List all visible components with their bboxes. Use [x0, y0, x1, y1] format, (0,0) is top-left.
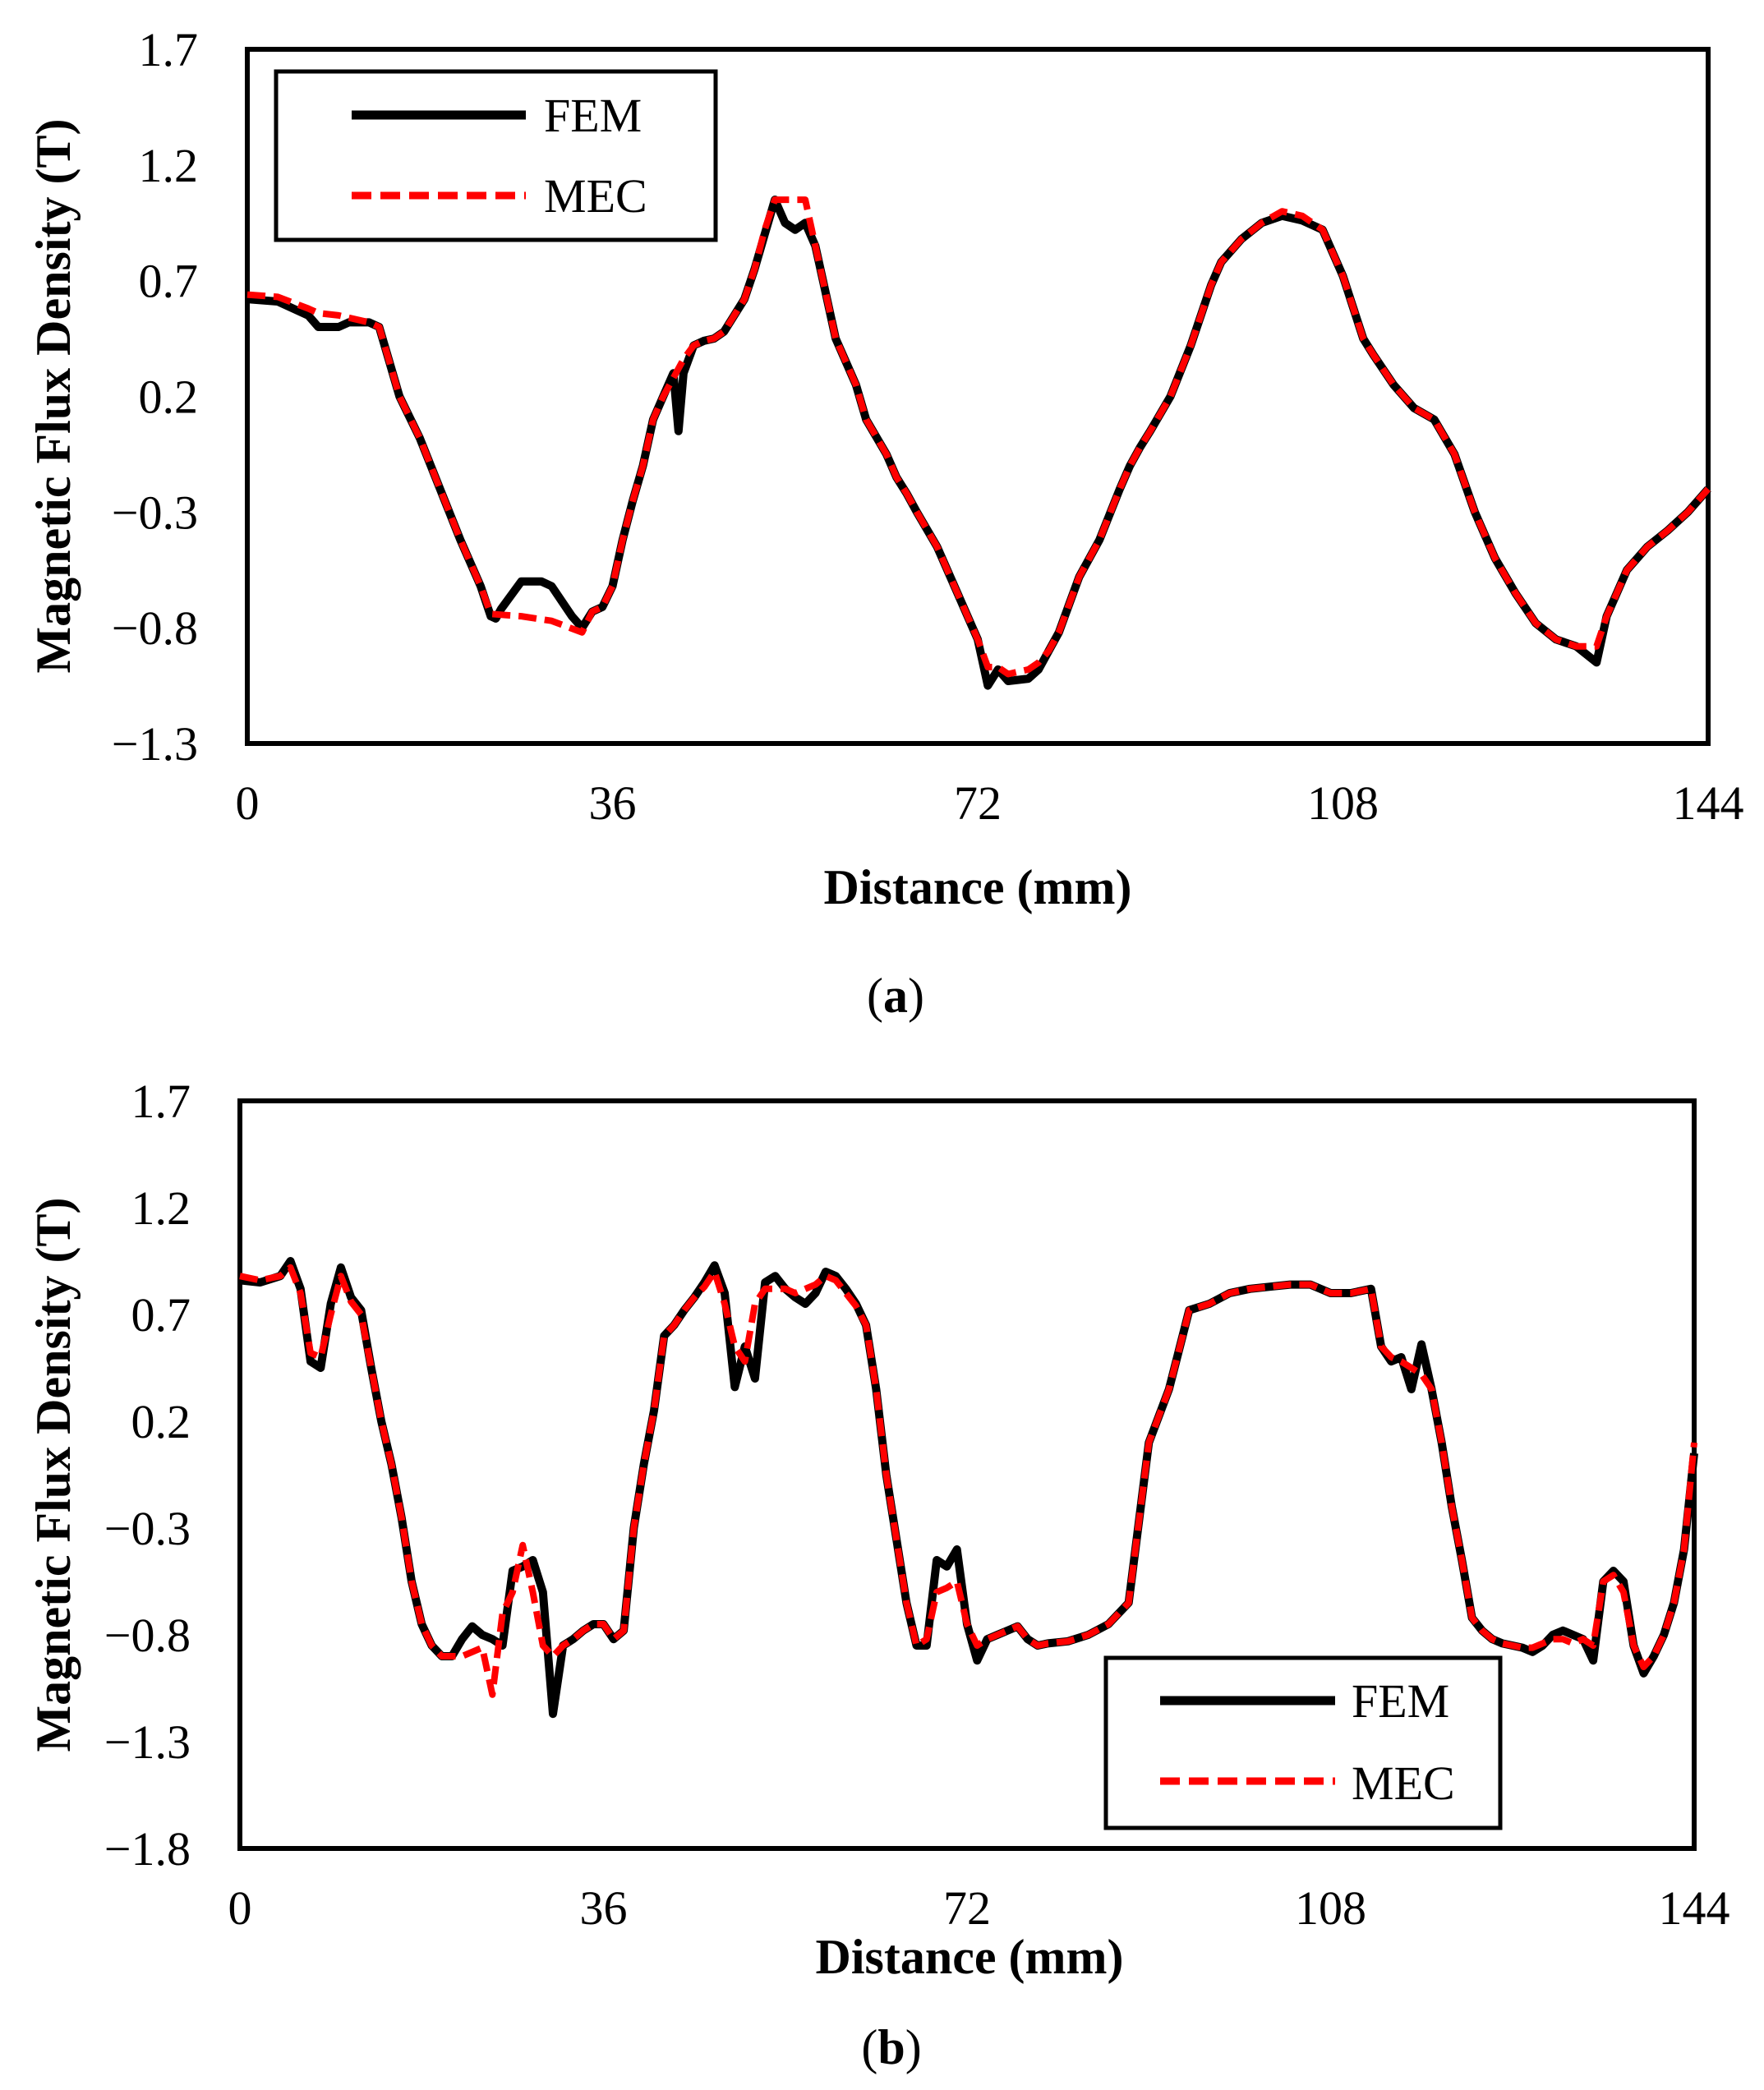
- series-line-mec: [246, 196, 1711, 678]
- x-axis-title: Distance (mm): [824, 860, 1132, 914]
- y-tick-label: 1.7: [139, 23, 199, 76]
- x-tick-label: 108: [1295, 1881, 1366, 1935]
- y-tick-label: 1.2: [139, 139, 199, 192]
- x-tick-label: 108: [1307, 776, 1379, 830]
- y-tick-label: −0.8: [104, 1609, 191, 1662]
- x-tick-label: 0: [236, 776, 260, 830]
- legend: FEM MEC: [274, 69, 718, 242]
- x-axis-title: Distance (mm): [816, 1930, 1124, 1984]
- y-tick-label: 1.2: [131, 1181, 191, 1235]
- series-layer: [239, 1257, 1698, 1719]
- x-tick-labels: 0 36 72 108 144: [228, 1881, 1730, 1935]
- panel-label-a-letter: a: [883, 969, 908, 1023]
- y-tick-label: 0.7: [139, 255, 199, 308]
- y-tick-label: −1.8: [104, 1822, 191, 1876]
- legend-label-fem: FEM: [1352, 1674, 1449, 1728]
- x-tick-label: 72: [943, 1881, 991, 1935]
- y-tick-label: 0.2: [139, 371, 199, 424]
- x-tick-label: 36: [580, 1881, 628, 1935]
- y-tick-label: −1.3: [104, 1715, 191, 1769]
- y-tick-label: 0.2: [131, 1395, 191, 1448]
- panel-label-b-letter: b: [877, 2020, 905, 2074]
- series-layer: [246, 196, 1711, 690]
- y-tick-label: −0.8: [112, 601, 198, 655]
- legend-label-mec: MEC: [544, 169, 647, 223]
- x-tick-label: 36: [589, 776, 637, 830]
- y-tick-label: −1.3: [112, 717, 198, 771]
- legend-label-mec: MEC: [1352, 1756, 1455, 1810]
- chart-panel-b: −1.8 −1.3 −0.8 −0.3 0.2 0.7 1.2 1.7 0 36 72 108 144…: [26, 1075, 1730, 2074]
- series-line-mec: [239, 1264, 1697, 1698]
- panel-label-a: (a): [867, 969, 924, 1023]
- y-tick-label: 1.7: [131, 1075, 191, 1128]
- x-tick-label: 72: [954, 776, 1002, 830]
- legend-label-fem: FEM: [544, 89, 642, 142]
- x-tick-labels: 0 36 72 108 144: [236, 776, 1744, 830]
- y-tick-labels: −1.8 −1.3 −0.8 −0.3 0.2 0.7 1.2 1.7: [104, 1075, 191, 1876]
- legend: FEM MEC: [1103, 1655, 1503, 1830]
- y-tick-label: 0.7: [131, 1288, 191, 1342]
- y-tick-label: −0.3: [112, 486, 198, 539]
- chart-panel-a: −1.3 −0.8 −0.3 0.2 0.7 1.2 1.7 0 36 72 108 144 Mag…: [26, 23, 1744, 1023]
- legend-box: [1103, 1655, 1503, 1830]
- y-axis-title: Magnetic Flux Density (T): [26, 119, 81, 674]
- legend-box: [274, 69, 718, 242]
- panel-label-b: (b): [861, 2020, 921, 2074]
- x-tick-label: 144: [1673, 776, 1744, 830]
- y-tick-labels: −1.3 −0.8 −0.3 0.2 0.7 1.2 1.7: [112, 23, 198, 771]
- x-tick-label: 144: [1659, 1881, 1730, 1935]
- y-axis-title: Magnetic Flux Density (T): [26, 1198, 81, 1752]
- x-tick-label: 0: [228, 1881, 252, 1935]
- y-tick-label: −0.3: [104, 1502, 191, 1555]
